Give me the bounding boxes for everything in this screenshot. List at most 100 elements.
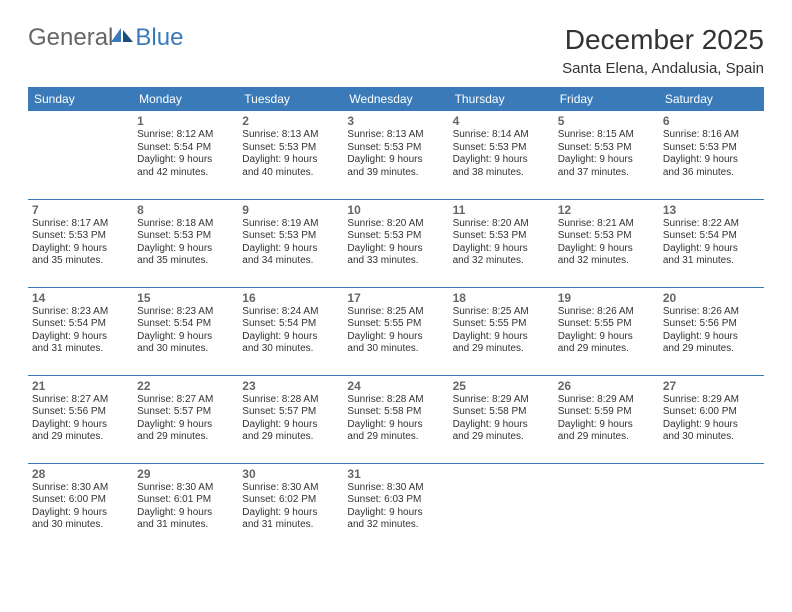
daylight-text: Daylight: 9 hours [453, 154, 550, 167]
day-number: 3 [347, 114, 444, 128]
day-number: 25 [453, 379, 550, 393]
calendar-week-row: 28Sunrise: 8:30 AMSunset: 6:00 PMDayligh… [28, 463, 764, 551]
title-block: December 2025 Santa Elena, Andalusia, Sp… [562, 24, 764, 77]
calendar-week-row: 14Sunrise: 8:23 AMSunset: 5:54 PMDayligh… [28, 287, 764, 375]
sunrise-text: Sunrise: 8:29 AM [663, 394, 760, 407]
sunset-text: Sunset: 6:00 PM [663, 406, 760, 419]
sunset-text: Sunset: 5:53 PM [137, 230, 234, 243]
daylight-text: Daylight: 9 hours [453, 331, 550, 344]
daylight-text: Daylight: 9 hours [663, 243, 760, 256]
day-number: 11 [453, 203, 550, 217]
day-number: 13 [663, 203, 760, 217]
calendar-cell: 24Sunrise: 8:28 AMSunset: 5:58 PMDayligh… [343, 375, 448, 463]
daylight-text: Daylight: 9 hours [453, 419, 550, 432]
day-number: 6 [663, 114, 760, 128]
daylight-text: Daylight: 9 hours [347, 154, 444, 167]
daylight-text: Daylight: 9 hours [242, 419, 339, 432]
day-number: 26 [558, 379, 655, 393]
daylight-text: Daylight: 9 hours [663, 154, 760, 167]
day-number: 27 [663, 379, 760, 393]
calendar-cell: 5Sunrise: 8:15 AMSunset: 5:53 PMDaylight… [554, 111, 659, 199]
daylight-text: Daylight: 9 hours [32, 507, 129, 520]
daylight-text: and 29 minutes. [242, 431, 339, 444]
calendar-cell: 15Sunrise: 8:23 AMSunset: 5:54 PMDayligh… [133, 287, 238, 375]
sunrise-text: Sunrise: 8:30 AM [137, 482, 234, 495]
day-number: 24 [347, 379, 444, 393]
daylight-text: and 38 minutes. [453, 167, 550, 180]
sunrise-text: Sunrise: 8:30 AM [32, 482, 129, 495]
sunrise-text: Sunrise: 8:24 AM [242, 306, 339, 319]
calendar-cell [449, 463, 554, 551]
sunset-text: Sunset: 5:58 PM [347, 406, 444, 419]
daylight-text: and 29 minutes. [137, 431, 234, 444]
daylight-text: and 30 minutes. [347, 343, 444, 356]
calendar-cell: 19Sunrise: 8:26 AMSunset: 5:55 PMDayligh… [554, 287, 659, 375]
sunset-text: Sunset: 5:54 PM [137, 142, 234, 155]
calendar-cell: 30Sunrise: 8:30 AMSunset: 6:02 PMDayligh… [238, 463, 343, 551]
daylight-text: Daylight: 9 hours [558, 331, 655, 344]
calendar-cell: 4Sunrise: 8:14 AMSunset: 5:53 PMDaylight… [449, 111, 554, 199]
sail-icon [111, 26, 133, 42]
sunset-text: Sunset: 5:53 PM [558, 142, 655, 155]
daylight-text: Daylight: 9 hours [347, 243, 444, 256]
daylight-text: and 30 minutes. [663, 431, 760, 444]
calendar-cell: 25Sunrise: 8:29 AMSunset: 5:58 PMDayligh… [449, 375, 554, 463]
calendar-week-row: 7Sunrise: 8:17 AMSunset: 5:53 PMDaylight… [28, 199, 764, 287]
calendar-cell: 20Sunrise: 8:26 AMSunset: 5:56 PMDayligh… [659, 287, 764, 375]
calendar-cell: 26Sunrise: 8:29 AMSunset: 5:59 PMDayligh… [554, 375, 659, 463]
calendar-cell: 21Sunrise: 8:27 AMSunset: 5:56 PMDayligh… [28, 375, 133, 463]
daylight-text: Daylight: 9 hours [242, 331, 339, 344]
calendar-cell: 18Sunrise: 8:25 AMSunset: 5:55 PMDayligh… [449, 287, 554, 375]
sunrise-text: Sunrise: 8:28 AM [242, 394, 339, 407]
daylight-text: and 29 minutes. [453, 431, 550, 444]
logo-text-blue: Blue [135, 24, 183, 52]
sunset-text: Sunset: 5:58 PM [453, 406, 550, 419]
sunset-text: Sunset: 5:53 PM [347, 230, 444, 243]
calendar-cell: 17Sunrise: 8:25 AMSunset: 5:55 PMDayligh… [343, 287, 448, 375]
sunset-text: Sunset: 6:02 PM [242, 494, 339, 507]
sunrise-text: Sunrise: 8:13 AM [347, 129, 444, 142]
daylight-text: Daylight: 9 hours [242, 154, 339, 167]
sunrise-text: Sunrise: 8:12 AM [137, 129, 234, 142]
sunset-text: Sunset: 5:53 PM [32, 230, 129, 243]
sunset-text: Sunset: 5:55 PM [347, 318, 444, 331]
sunset-text: Sunset: 5:54 PM [137, 318, 234, 331]
daylight-text: Daylight: 9 hours [137, 419, 234, 432]
sunset-text: Sunset: 5:54 PM [242, 318, 339, 331]
sunset-text: Sunset: 6:03 PM [347, 494, 444, 507]
sunset-text: Sunset: 5:57 PM [137, 406, 234, 419]
calendar-cell: 14Sunrise: 8:23 AMSunset: 5:54 PMDayligh… [28, 287, 133, 375]
sunrise-text: Sunrise: 8:16 AM [663, 129, 760, 142]
daylight-text: Daylight: 9 hours [347, 507, 444, 520]
daylight-text: and 35 minutes. [32, 255, 129, 268]
day-number: 12 [558, 203, 655, 217]
day-number: 5 [558, 114, 655, 128]
daylight-text: and 31 minutes. [663, 255, 760, 268]
calendar-cell: 31Sunrise: 8:30 AMSunset: 6:03 PMDayligh… [343, 463, 448, 551]
day-number: 18 [453, 291, 550, 305]
day-number: 21 [32, 379, 129, 393]
day-number: 30 [242, 467, 339, 481]
sunset-text: Sunset: 5:54 PM [32, 318, 129, 331]
daylight-text: and 29 minutes. [663, 343, 760, 356]
daylight-text: and 31 minutes. [137, 519, 234, 532]
calendar-cell: 12Sunrise: 8:21 AMSunset: 5:53 PMDayligh… [554, 199, 659, 287]
sunrise-text: Sunrise: 8:22 AM [663, 218, 760, 231]
day-header: Sunday [28, 87, 133, 111]
sunrise-text: Sunrise: 8:23 AM [137, 306, 234, 319]
calendar-cell: 22Sunrise: 8:27 AMSunset: 5:57 PMDayligh… [133, 375, 238, 463]
sunrise-text: Sunrise: 8:25 AM [453, 306, 550, 319]
sunset-text: Sunset: 5:57 PM [242, 406, 339, 419]
daylight-text: Daylight: 9 hours [558, 419, 655, 432]
daylight-text: and 35 minutes. [137, 255, 234, 268]
sunset-text: Sunset: 5:55 PM [558, 318, 655, 331]
daylight-text: Daylight: 9 hours [347, 419, 444, 432]
sunrise-text: Sunrise: 8:26 AM [558, 306, 655, 319]
calendar-cell: 9Sunrise: 8:19 AMSunset: 5:53 PMDaylight… [238, 199, 343, 287]
sunset-text: Sunset: 5:56 PM [663, 318, 760, 331]
day-number: 1 [137, 114, 234, 128]
daylight-text: and 29 minutes. [453, 343, 550, 356]
calendar-cell: 2Sunrise: 8:13 AMSunset: 5:53 PMDaylight… [238, 111, 343, 199]
location: Santa Elena, Andalusia, Spain [562, 60, 764, 77]
sunset-text: Sunset: 6:01 PM [137, 494, 234, 507]
